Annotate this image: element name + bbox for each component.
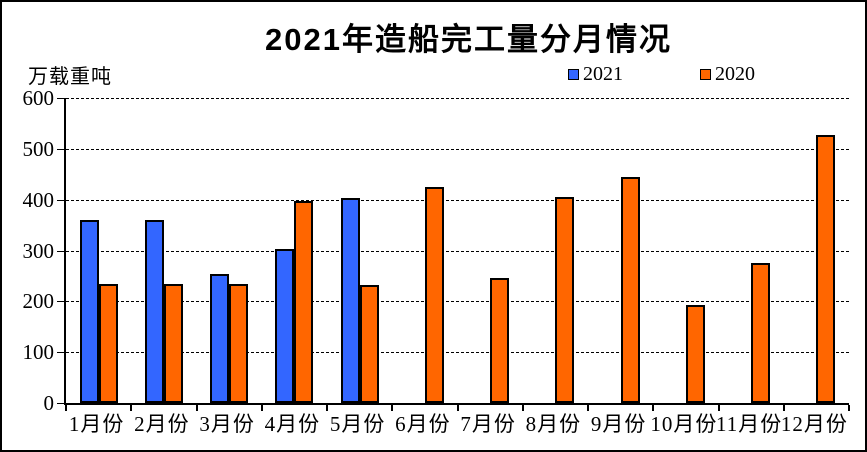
gridline-600 [66, 98, 849, 99]
x-tick-label-1月份: 1月份 [68, 412, 125, 436]
y-tick-label-400: 400 [22, 187, 55, 212]
bar-2020-11月份 [751, 263, 771, 403]
y-axis-tick-0 [57, 403, 64, 404]
x-axis-tick [717, 405, 720, 411]
gridline-200 [66, 301, 849, 303]
x-tick-label-9月份: 9月份 [590, 412, 647, 436]
x-axis-tick [65, 405, 67, 411]
x-tick-label-2月份: 2月份 [134, 412, 190, 436]
x-axis-tick [326, 405, 328, 411]
legend-swatch-2021 [568, 69, 579, 80]
y-tick-label-0: 0 [43, 391, 55, 415]
legend-label-2021: 2021 [583, 63, 623, 85]
x-axis-tick [130, 405, 133, 411]
y-axis-tick-500 [57, 148, 64, 150]
bar-2020-5月份 [359, 285, 379, 403]
legend-item-2020: 2020 [700, 63, 755, 86]
gridline-500 [66, 148, 849, 150]
x-axis-tick [652, 405, 655, 411]
legend-swatch-2020 [700, 69, 711, 80]
x-axis-tick [195, 405, 198, 411]
gridline-400 [66, 199, 849, 201]
x-axis-labels: 1月份 2月份 3月份 4月份 5月份 6月份 7月份 8月份 9月份 10月份 11月份 12月份 [64, 411, 847, 441]
bar-2020-1月份 [98, 284, 118, 403]
bar-2021-2月份 [144, 219, 164, 403]
y-axis-tick-300 [57, 250, 64, 252]
bar-2021-1月份 [79, 219, 99, 403]
bar-2020-8月份 [555, 196, 575, 403]
x-tick-label-3月份: 3月份 [199, 412, 255, 436]
y-axis-labels: 0 100 200 300 400 500 600 [2, 86, 56, 415]
x-tick-label-12月份: 12月份 [780, 412, 848, 436]
y-axis-unit-label: 万载重吨 [28, 66, 112, 88]
bar-2020-3月份 [229, 284, 249, 403]
x-tick-label-10月份: 10月份 [650, 412, 718, 436]
gridline-100 [66, 352, 849, 354]
y-tick-label-500: 500 [22, 136, 55, 161]
bar-2021-5月份 [340, 197, 360, 403]
bar-2020-2月份 [163, 284, 183, 403]
chart-title: 2021年造船完工量分月情况 [265, 22, 672, 57]
bar-2020-10月份 [685, 304, 705, 403]
legend: 2021 2020 [568, 63, 755, 86]
y-tick-label-600: 600 [22, 86, 55, 110]
bar-2021-4月份 [275, 249, 295, 403]
gridline-300 [66, 250, 849, 252]
y-axis-tick-400 [57, 199, 64, 201]
y-tick-label-200: 200 [22, 289, 55, 314]
bar-2020-4月份 [294, 200, 314, 403]
x-axis-tick [587, 405, 589, 411]
x-axis-tick [456, 405, 459, 411]
x-axis-tick [260, 405, 263, 411]
y-tick-label-300: 300 [22, 238, 55, 263]
x-tick-label-6月份: 6月份 [395, 412, 451, 436]
bar-2020-6月份 [424, 186, 444, 403]
x-axis-tick [782, 405, 785, 411]
x-tick-label-5月份: 5月份 [329, 412, 386, 436]
y-axis-tick-200 [57, 301, 64, 303]
y-axis-tick-600 [57, 98, 64, 99]
x-axis-tick [521, 405, 524, 411]
x-axis-tick [391, 405, 394, 411]
bar-2020-12月份 [816, 134, 836, 403]
legend-label-2020: 2020 [715, 63, 755, 85]
plot-area [57, 98, 850, 411]
y-tick-label-100: 100 [22, 340, 55, 365]
bar-2020-7月份 [490, 277, 510, 403]
y-axis-tick-100 [57, 352, 64, 354]
x-tick-label-8月份: 8月份 [525, 412, 582, 436]
bar-2021-3月份 [210, 273, 230, 403]
x-axis-tick [848, 405, 850, 411]
x-tick-label-4月份: 4月份 [264, 412, 321, 436]
bar-2020-9月份 [620, 176, 640, 403]
legend-item-2021: 2021 [568, 63, 623, 86]
x-tick-label-7月份: 7月份 [460, 412, 516, 436]
x-tick-label-11月份: 11月份 [716, 412, 783, 436]
